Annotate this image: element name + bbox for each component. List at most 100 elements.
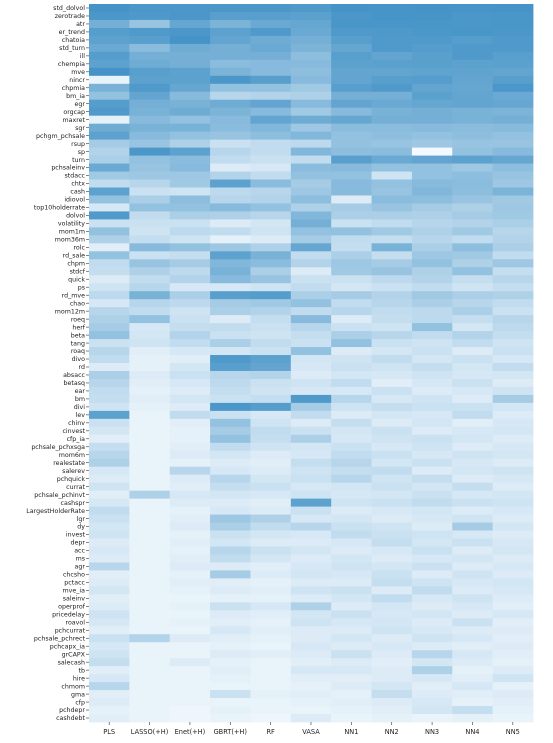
heatmap-cell — [411, 179, 453, 188]
heatmap-cell — [452, 458, 494, 468]
heatmap-cell — [290, 458, 332, 468]
heatmap-cell — [290, 4, 332, 13]
heatmap-cell — [331, 155, 372, 164]
heatmap-cell — [89, 706, 130, 715]
heatmap-cell — [129, 538, 171, 547]
heatmap-cell — [169, 83, 211, 93]
heatmap-cell — [492, 75, 534, 85]
heatmap-cell — [169, 386, 211, 396]
heatmap-cell — [492, 275, 534, 284]
heatmap-cell — [129, 187, 171, 196]
heatmap-cell — [492, 514, 534, 523]
heatmap-cell — [210, 27, 251, 37]
y-tick-label: top10holderrate — [34, 205, 85, 212]
heatmap-cell — [371, 267, 413, 276]
heatmap-cell — [210, 610, 251, 619]
heatmap-cell — [452, 283, 494, 292]
heatmap-cell — [210, 634, 251, 643]
heatmap-cell — [492, 626, 534, 635]
heatmap-cell — [331, 490, 372, 500]
heatmap-cell — [129, 642, 171, 651]
heatmap-cell — [290, 275, 332, 284]
heatmap-cell — [129, 482, 171, 492]
heatmap-cell — [290, 115, 332, 125]
heatmap-cell — [371, 498, 413, 507]
heatmap-cell — [89, 195, 130, 204]
y-tick-label: mom36m — [55, 237, 85, 244]
heatmap-cell — [210, 227, 251, 236]
heatmap-cell — [290, 434, 332, 444]
heatmap-cell — [371, 410, 413, 420]
heatmap-cell — [452, 363, 494, 372]
heatmap-cell — [210, 450, 251, 460]
heatmap-cell — [492, 227, 534, 236]
y-tick-label: tang — [71, 340, 85, 347]
heatmap-cell — [371, 602, 413, 611]
heatmap-cell — [169, 291, 211, 300]
heatmap-cell — [452, 642, 494, 651]
heatmap-cell — [169, 434, 211, 444]
heatmap-cell — [411, 83, 453, 93]
heatmap-cell — [452, 682, 494, 691]
heatmap-cell — [89, 203, 130, 212]
heatmap-cell — [169, 179, 211, 188]
heatmap-cell — [129, 402, 171, 412]
heatmap-cell — [250, 99, 292, 109]
heatmap-cell — [371, 75, 413, 85]
heatmap-cell — [371, 682, 413, 691]
heatmap-cell — [371, 546, 413, 555]
y-tick-label: pricedelay — [52, 612, 85, 619]
heatmap-cell — [169, 43, 211, 53]
heatmap-cell — [290, 259, 332, 268]
heatmap-cell — [411, 251, 453, 260]
heatmap-cell — [250, 51, 292, 61]
heatmap-cell — [492, 51, 534, 61]
heatmap-cell — [452, 450, 494, 460]
y-tick-label: agr — [75, 564, 86, 571]
heatmap-cell — [290, 267, 332, 276]
heatmap-cell — [250, 291, 292, 300]
heatmap-cell — [250, 466, 292, 476]
heatmap-cell — [452, 562, 494, 571]
heatmap-cell — [89, 522, 130, 531]
heatmap-cell — [492, 195, 534, 204]
heatmap-cell — [492, 698, 534, 707]
heatmap-cell — [250, 107, 292, 117]
heatmap-cell — [371, 658, 413, 667]
heatmap-cell — [210, 578, 251, 587]
heatmap-cell — [89, 490, 130, 500]
heatmap-cell — [371, 235, 413, 244]
heatmap-cell — [250, 299, 292, 308]
heatmap-cell — [89, 506, 130, 515]
heatmap-cell — [290, 123, 332, 133]
heatmap-cell — [411, 219, 453, 228]
heatmap-cell — [331, 482, 372, 492]
heatmap-cell — [331, 171, 372, 180]
heatmap-cell — [129, 195, 171, 204]
heatmap-cell — [250, 426, 292, 436]
heatmap-cell — [452, 570, 494, 579]
heatmap-cell — [371, 43, 413, 53]
heatmap-cell — [452, 466, 494, 476]
heatmap-cell — [250, 474, 292, 484]
heatmap-cell — [129, 586, 171, 595]
heatmap-cell — [89, 370, 130, 380]
heatmap-cell — [331, 602, 372, 611]
heatmap-cell — [89, 666, 130, 675]
heatmap-cell — [290, 155, 332, 164]
heatmap-cell — [169, 450, 211, 460]
heatmap-cell — [452, 394, 494, 404]
heatmap-cell — [411, 355, 453, 364]
heatmap-cell — [250, 243, 292, 252]
heatmap-cell — [452, 442, 494, 452]
heatmap-cell — [250, 155, 292, 164]
heatmap-cell — [371, 522, 413, 531]
heatmap-cell — [250, 355, 292, 364]
heatmap-cell — [492, 4, 534, 13]
heatmap-cell — [331, 626, 372, 635]
y-tick-label: cfp_ia — [67, 436, 86, 443]
heatmap-cell — [452, 658, 494, 667]
heatmap-cell — [452, 618, 494, 627]
heatmap-cell — [411, 498, 453, 507]
